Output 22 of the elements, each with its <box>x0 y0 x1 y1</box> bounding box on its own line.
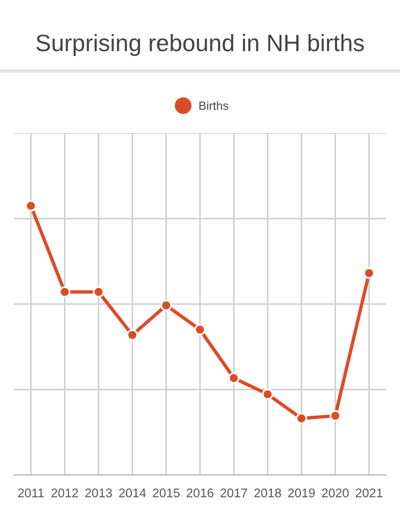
point <box>160 300 172 312</box>
x-tick-label: 2018 <box>254 488 281 498</box>
x-tick-label: 2013 <box>85 488 112 498</box>
point <box>59 286 70 298</box>
x-tick-label: 2017 <box>220 488 248 498</box>
x-tick-label: 2011 <box>18 488 44 498</box>
chart-title: Surprising rebound in NH births <box>36 34 364 56</box>
x-tick-label: 2012 <box>51 488 78 498</box>
point <box>296 412 308 424</box>
legend-label: Births <box>199 101 228 110</box>
x-tick-label: 2021 <box>356 488 382 498</box>
point <box>194 324 206 336</box>
x-tick-label: 2014 <box>119 488 146 498</box>
x-tick-label: 2016 <box>186 488 214 498</box>
point <box>262 388 274 400</box>
point <box>228 372 240 384</box>
point <box>330 410 341 422</box>
point <box>92 286 104 298</box>
x-tick-label: 2019 <box>288 488 315 498</box>
x-tick-label: 2020 <box>322 488 349 498</box>
x-tick-label: 2015 <box>152 488 180 498</box>
point <box>126 329 138 341</box>
